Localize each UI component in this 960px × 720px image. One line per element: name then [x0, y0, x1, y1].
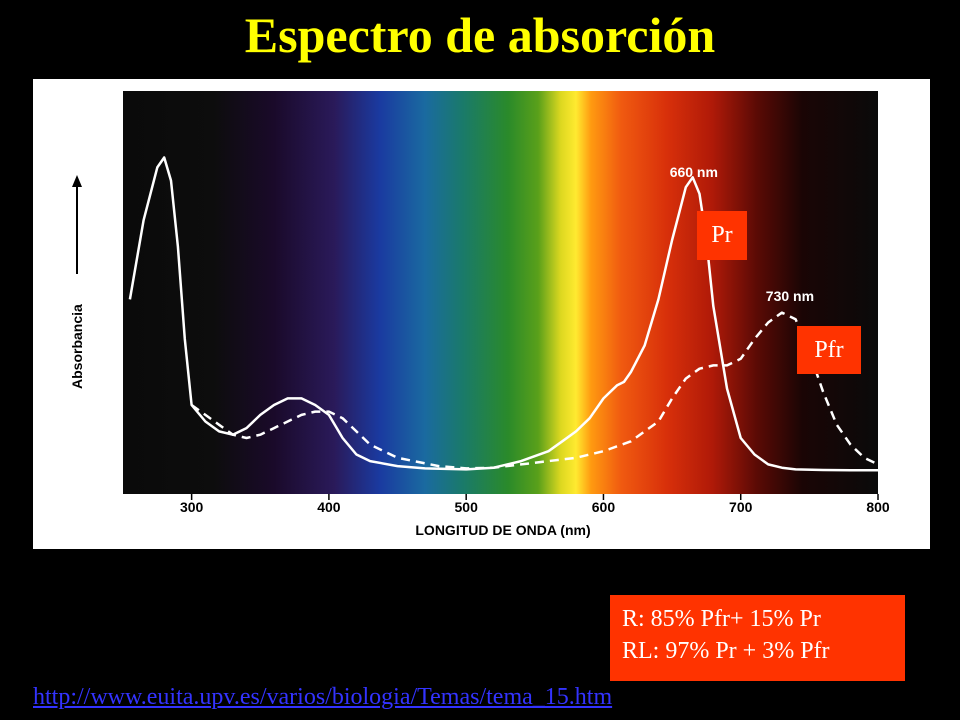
series-group: 660 nm 730 nm — [128, 156, 879, 472]
x-tick-label-500: 500 — [455, 499, 479, 515]
page-title: Espectro de absorción — [244, 7, 716, 63]
x-tick-label-700: 700 — [729, 499, 753, 515]
series-line-pr — [128, 156, 878, 472]
annotation-660nm: 660 nm — [670, 164, 718, 180]
annotation-730nm: 730 nm — [766, 288, 814, 304]
pfr-label: Pfr — [797, 326, 861, 374]
absorption-chart-svg: 300 400 500 600 700 800 660 nm 730 nm LONGITUD… — [69, 91, 890, 538]
axis-group: 300 400 500 600 700 800 — [180, 494, 890, 515]
y-axis-label: Absorbancia — [69, 304, 85, 389]
y-axis-arrow-head — [72, 175, 82, 187]
x-tick-label-400: 400 — [317, 499, 341, 515]
ratio-rl: RL: 97% Pr + 3% Pfr — [622, 638, 830, 664]
x-tick-label-600: 600 — [592, 499, 616, 515]
ratio-box: R: 85% Pfr+ 15% Pr RL: 97% Pr + 3% Pfr — [610, 595, 905, 681]
absorption-chart: 300 400 500 600 700 800 660 nm 730 nm LONGITUD… — [33, 79, 930, 549]
pr-label: Pr — [697, 211, 747, 260]
ratio-r: R: 85% Pfr+ 15% Pr — [622, 606, 821, 632]
x-tick-label-300: 300 — [180, 499, 204, 515]
x-axis-label: LONGITUD DE ONDA (nm) — [415, 522, 590, 538]
x-tick-label-800: 800 — [866, 499, 890, 515]
source-link[interactable]: http://www.euita.upv.es/varios/biologia/… — [33, 684, 613, 710]
